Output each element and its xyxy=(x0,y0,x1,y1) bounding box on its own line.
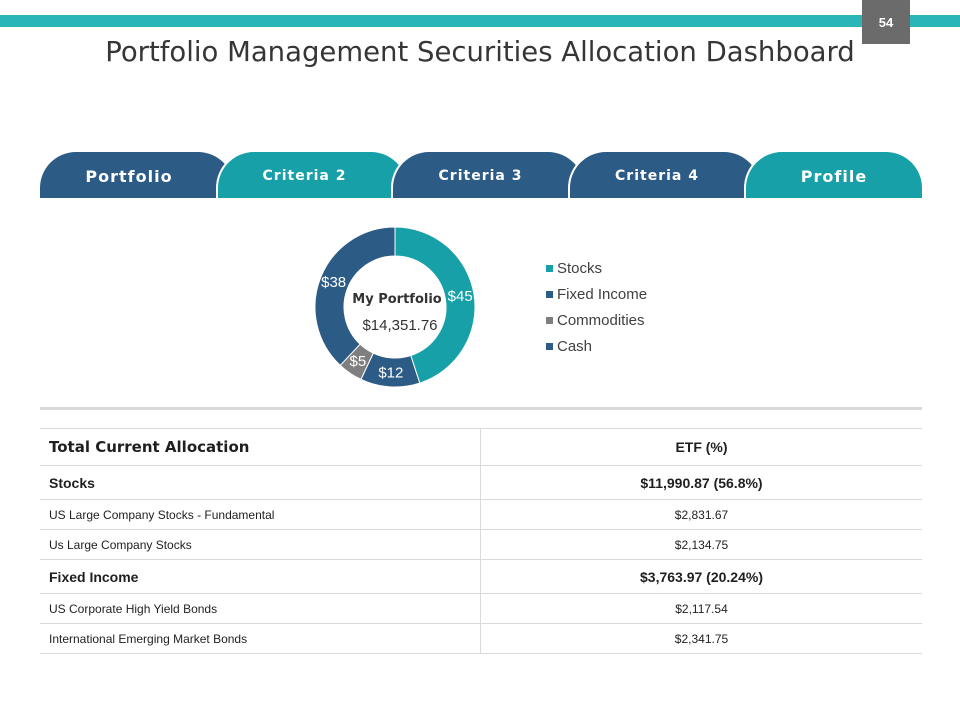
tab-label: Criteria 2 xyxy=(262,168,347,184)
tab-portfolio[interactable]: Portfolio xyxy=(38,150,236,198)
portfolio-donut-chart: $45 $12 $5 $38 xyxy=(314,226,476,388)
allocation-value: $2,831.67 xyxy=(674,507,729,522)
table-row: International Emerging Market Bonds $2,3… xyxy=(40,623,922,653)
allocation-label: Us Large Company Stocks xyxy=(40,530,481,559)
slide-number: 54 xyxy=(878,14,894,30)
legend-item-commodities: Commodities xyxy=(546,310,647,330)
column-header-allocation: Total Current Allocation xyxy=(40,429,481,465)
allocation-label: US Corporate High Yield Bonds xyxy=(40,594,481,623)
allocation-value: $3,763.97 (20.24%) xyxy=(640,568,763,585)
allocation-label: Fixed Income xyxy=(40,560,481,593)
tab-label: Profile xyxy=(800,166,868,186)
tab-profile[interactable]: Profile xyxy=(744,150,924,198)
column-header-etf: ETF (%) xyxy=(675,439,728,455)
tab-label: Criteria 3 xyxy=(438,168,523,184)
donut-center-title: My Portfolio xyxy=(352,292,442,307)
allocation-value: $2,341.75 xyxy=(674,631,729,646)
data-label-commodities: $5 xyxy=(350,353,367,370)
allocation-value: $2,134.75 xyxy=(674,537,729,552)
allocation-label: Stocks xyxy=(40,466,481,499)
tab-criteria-3[interactable]: Criteria 3 xyxy=(391,150,586,198)
section-divider xyxy=(40,407,922,410)
legend-label: Fixed Income xyxy=(557,285,648,303)
allocation-label: US Large Company Stocks - Fundamental xyxy=(40,500,481,529)
top-accent-bar xyxy=(0,15,960,27)
table-row: Us Large Company Stocks $2,134.75 xyxy=(40,529,922,559)
legend-label: Cash xyxy=(557,337,593,355)
table-row-fixed-income: Fixed Income $3,763.97 (20.24%) xyxy=(40,559,922,593)
table-header-row: Total Current Allocation ETF (%) xyxy=(40,428,922,465)
legend-item-fixed-income: Fixed Income xyxy=(546,284,647,304)
legend-item-cash: Cash xyxy=(546,336,647,356)
allocation-value: $2,117.54 xyxy=(675,601,728,616)
legend-label: Stocks xyxy=(557,259,603,277)
data-label-fixed-income: $12 xyxy=(378,364,403,381)
allocation-value: $11,990.87 (56.8%) xyxy=(640,474,763,491)
chart-legend: Stocks Fixed Income Commodities Cash xyxy=(546,258,647,362)
table-row-stocks: Stocks $11,990.87 (56.8%) xyxy=(40,465,922,499)
legend-swatch xyxy=(546,342,553,350)
allocation-table: Total Current Allocation ETF (%) Stocks … xyxy=(40,428,922,654)
tab-label: Portfolio xyxy=(85,166,173,186)
slide-number-badge: 54 xyxy=(862,0,910,44)
slice-stocks xyxy=(394,226,476,384)
legend-label: Commodities xyxy=(557,311,645,329)
table-row: US Corporate High Yield Bonds $2,117.54 xyxy=(40,593,922,623)
slice-cash xyxy=(314,226,396,367)
data-label-cash: $38 xyxy=(321,274,346,291)
data-label-stocks: $45 xyxy=(448,288,473,305)
legend-swatch xyxy=(546,264,553,272)
tab-criteria-4[interactable]: Criteria 4 xyxy=(568,150,762,198)
tab-label: Criteria 4 xyxy=(615,168,699,184)
page-title: Portfolio Management Securities Allocati… xyxy=(105,36,855,68)
legend-swatch xyxy=(546,290,553,298)
tab-criteria-2[interactable]: Criteria 2 xyxy=(216,150,409,198)
legend-item-stocks: Stocks xyxy=(546,258,647,278)
legend-swatch xyxy=(546,316,553,324)
table-row: US Large Company Stocks - Fundamental $2… xyxy=(40,499,922,529)
donut-center-value: $14,351.76 xyxy=(362,317,438,334)
allocation-label: International Emerging Market Bonds xyxy=(40,624,481,653)
